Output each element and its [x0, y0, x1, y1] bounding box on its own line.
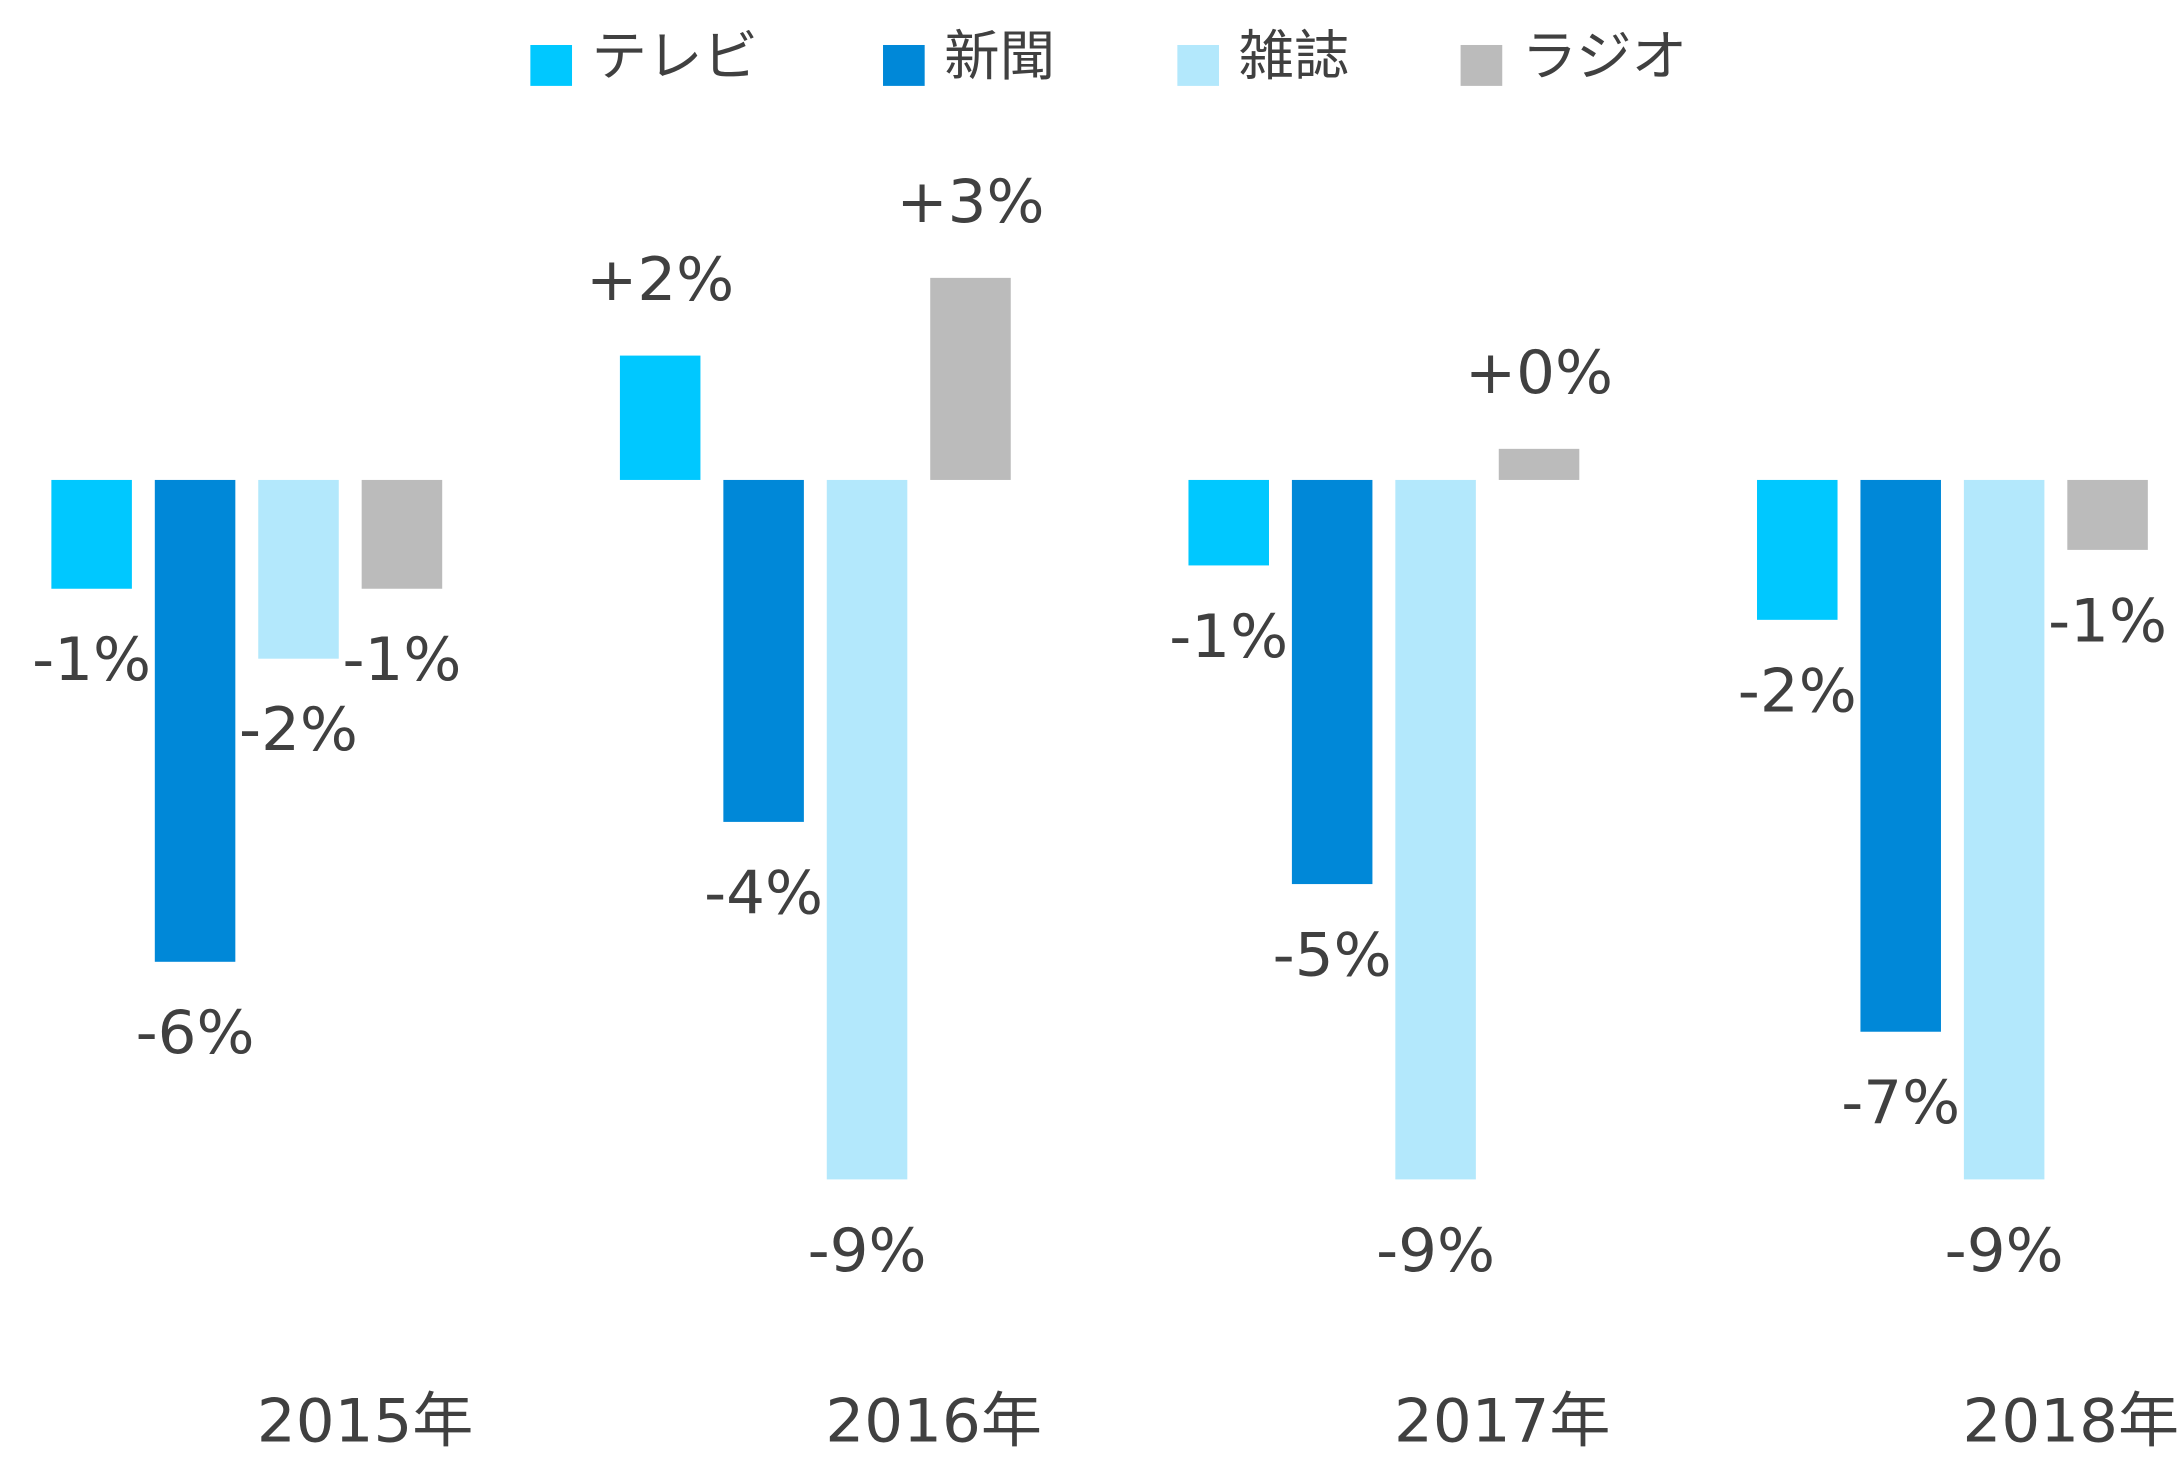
data-label: -4% [704, 859, 823, 928]
bar [1498, 448, 1580, 480]
bar [723, 479, 804, 822]
legend-swatch [530, 44, 573, 86]
x-tick-label: 2018年 [1963, 1387, 2177, 1456]
bar [1395, 479, 1476, 1180]
data-label: -9% [1376, 1216, 1495, 1285]
bar [1757, 479, 1838, 620]
bar [619, 355, 701, 480]
data-label: -2% [1738, 657, 1857, 726]
legend-label: ラジオ [1522, 24, 1687, 87]
data-label: -1% [2048, 587, 2167, 656]
bar [1860, 479, 1941, 1032]
bar [154, 479, 236, 962]
bar [826, 479, 908, 1180]
data-label: +3% [896, 168, 1044, 237]
data-label: +0% [1465, 339, 1613, 408]
data-label: -1% [342, 626, 461, 695]
legend-label: テレビ [591, 24, 758, 87]
x-tick-label: 2017年 [1394, 1387, 1611, 1456]
bar [2067, 479, 2148, 550]
legend-label: 雑誌 [1238, 24, 1349, 87]
data-label: -7% [1841, 1069, 1960, 1138]
legend-label: 新聞 [944, 24, 1055, 87]
bar [258, 479, 339, 659]
bar [51, 479, 132, 589]
bar [1963, 479, 2045, 1180]
legend-swatch [883, 44, 925, 86]
x-tick-label: 2015年 [257, 1387, 474, 1456]
data-label: -1% [1169, 602, 1288, 671]
data-label: -5% [1273, 921, 1392, 990]
legend-swatch [1460, 44, 1503, 86]
data-label: -1% [32, 626, 151, 695]
bar [361, 479, 443, 589]
bar [930, 277, 1011, 480]
data-label: -6% [136, 999, 255, 1068]
bar [1188, 479, 1269, 566]
legend-swatch [1177, 44, 1220, 86]
bar [1291, 479, 1373, 885]
data-label: -2% [239, 696, 358, 765]
data-label: -9% [1945, 1216, 2064, 1285]
x-tick-label: 2016年 [825, 1387, 1042, 1456]
data-label: -9% [808, 1216, 927, 1285]
data-label: +2% [586, 245, 734, 314]
